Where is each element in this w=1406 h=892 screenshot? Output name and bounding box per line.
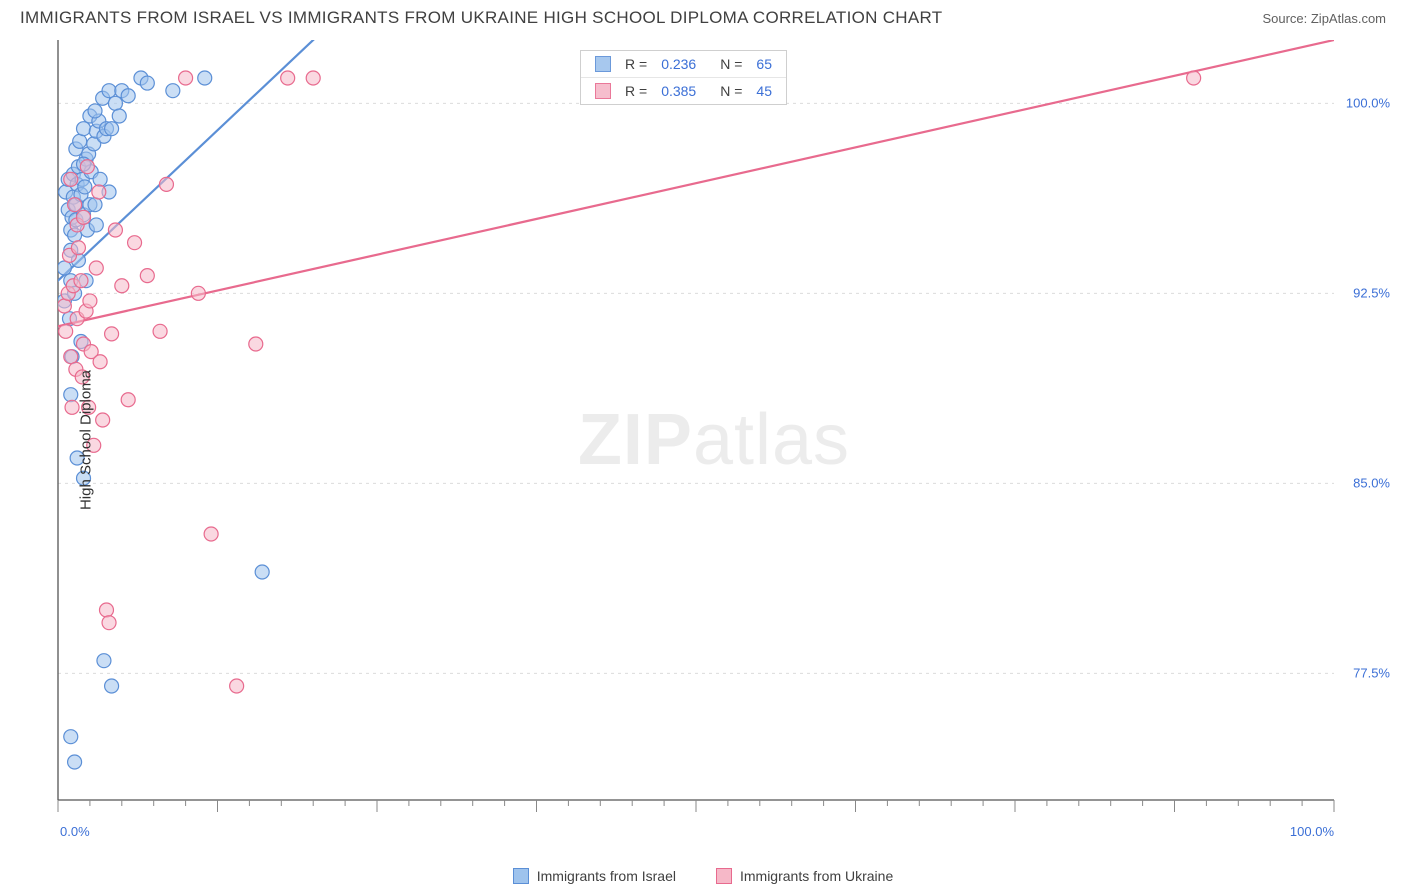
- stats-legend: R =0.236N =65R =0.385N =45: [580, 50, 787, 105]
- y-axis-label: High School Diploma: [78, 370, 95, 510]
- svg-text:92.5%: 92.5%: [1353, 285, 1390, 300]
- svg-text:0.0%: 0.0%: [60, 824, 90, 839]
- stats-legend-row: R =0.236N =65: [581, 51, 786, 78]
- bottom-legend-item: Immigrants from Israel: [513, 868, 676, 884]
- chart-title: IMMIGRANTS FROM ISRAEL VS IMMIGRANTS FRO…: [20, 8, 942, 28]
- svg-text:100.0%: 100.0%: [1290, 824, 1335, 839]
- legend-swatch-icon: [513, 868, 529, 884]
- legend-swatch-icon: [595, 83, 611, 99]
- svg-text:100.0%: 100.0%: [1346, 95, 1391, 110]
- legend-label: Immigrants from Israel: [537, 868, 676, 884]
- legend-swatch-icon: [595, 56, 611, 72]
- svg-text:77.5%: 77.5%: [1353, 665, 1390, 680]
- chart-area: High School Diploma 77.5%85.0%92.5%100.0…: [44, 40, 1384, 840]
- legend-label: Immigrants from Ukraine: [740, 868, 893, 884]
- title-bar: IMMIGRANTS FROM ISRAEL VS IMMIGRANTS FRO…: [0, 0, 1406, 32]
- bottom-legend-item: Immigrants from Ukraine: [716, 868, 893, 884]
- stats-legend-row: R =0.385N =45: [581, 78, 786, 104]
- source-label: Source: ZipAtlas.com: [1262, 11, 1386, 26]
- legend-swatch-icon: [716, 868, 732, 884]
- bottom-legend: Immigrants from Israel Immigrants from Uk…: [0, 868, 1406, 884]
- scatter-plot: 77.5% 85.0% 92.5% 100.0% 0.0% 100.0%: [44, 40, 1404, 860]
- svg-text:85.0%: 85.0%: [1353, 475, 1390, 490]
